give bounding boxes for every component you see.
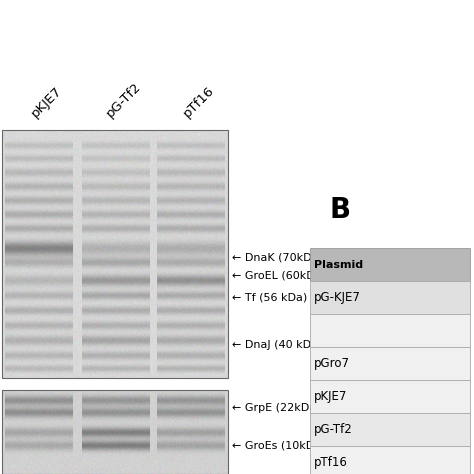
Text: pGro7: pGro7: [314, 357, 350, 370]
Text: ← GroEs (10kDa): ← GroEs (10kDa): [232, 440, 326, 450]
Text: pKJE7: pKJE7: [314, 390, 347, 403]
Bar: [310, 248, 470, 281]
Text: pG-Tf2: pG-Tf2: [314, 423, 353, 436]
Text: pG-KJE7: pG-KJE7: [314, 291, 361, 304]
Text: Plasmid: Plasmid: [314, 259, 363, 270]
Text: ← Tf (56 kDa): ← Tf (56 kDa): [232, 293, 307, 303]
Bar: [310, 446, 470, 474]
Bar: [310, 347, 470, 380]
Bar: [2, 130, 228, 378]
Text: ← DnaJ (40 kDa): ← DnaJ (40 kDa): [232, 340, 322, 350]
Bar: [310, 281, 470, 314]
Bar: [2, 390, 228, 474]
Text: pKJE7: pKJE7: [29, 84, 64, 120]
Text: pG-Tf2: pG-Tf2: [104, 80, 144, 120]
Bar: [310, 413, 470, 446]
Text: ← DnaK (70kDa): ← DnaK (70kDa): [232, 253, 323, 263]
Text: pTf16: pTf16: [314, 456, 348, 469]
Text: pTf16: pTf16: [181, 84, 217, 120]
Bar: [310, 380, 470, 413]
Text: ← GroEL (60kDa): ← GroEL (60kDa): [232, 271, 326, 281]
Bar: [310, 314, 470, 347]
Text: B: B: [329, 196, 351, 224]
Text: ← GrpE (22kDa): ← GrpE (22kDa): [232, 403, 320, 413]
